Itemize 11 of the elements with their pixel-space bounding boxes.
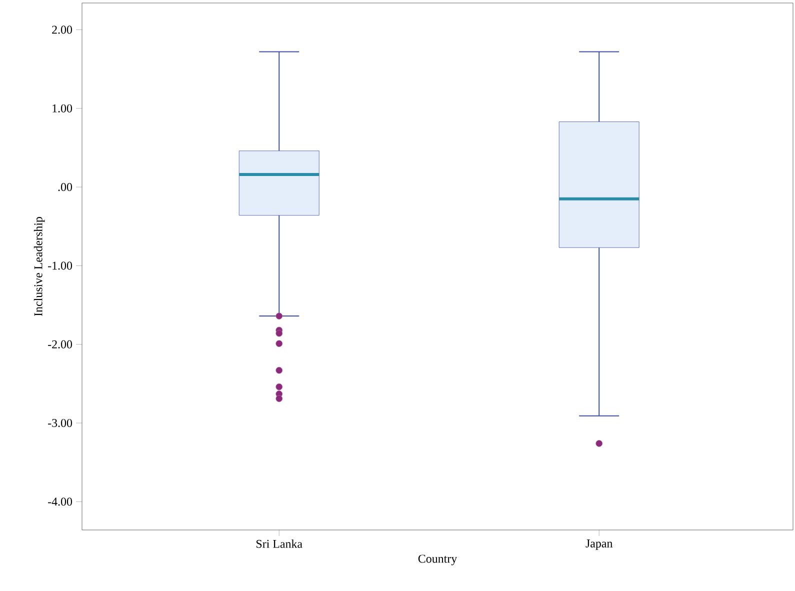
- y-tick-label: -3.00: [48, 418, 72, 428]
- y-tick-label: -1.00: [48, 262, 72, 270]
- y-axis-title: Inclusive Leadership: [34, 216, 45, 316]
- x-axis-title: Country: [418, 554, 458, 566]
- x-tick-label: Japan: [586, 540, 613, 550]
- y-tick-label: 1.00: [52, 104, 72, 112]
- y-tick-label: 2.00: [52, 26, 72, 34]
- y-tick-label: -4.00: [48, 498, 72, 506]
- x-tick-label: Sri Lanka: [256, 540, 302, 548]
- y-tick-label: .00: [58, 182, 72, 192]
- y-tick-label: -2.00: [48, 340, 72, 348]
